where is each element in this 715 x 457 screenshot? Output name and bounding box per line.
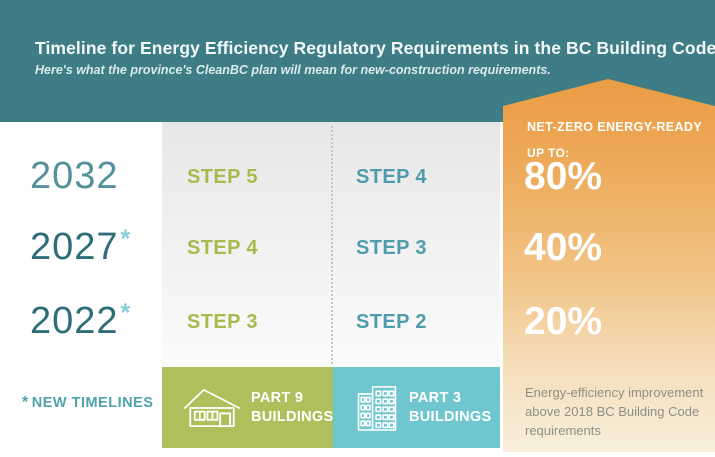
steps-panel: [162, 122, 500, 367]
net-zero-percent-80: 80%: [524, 155, 603, 198]
year-label-2022: 2022*: [30, 299, 132, 342]
part9-step-label: STEP 5: [187, 166, 258, 188]
dotted-divider: [331, 126, 333, 364]
part3-step-label: STEP 2: [356, 311, 427, 333]
up-to-label: UP TO:: [527, 146, 570, 160]
part9-legend: PART 9 BUILDINGS: [162, 367, 333, 448]
year-label-2032: 2032: [30, 157, 121, 195]
part3-label-line1: PART 3: [409, 389, 462, 406]
net-zero-percent-20: 20%: [524, 300, 603, 343]
apartment-building-icon: [357, 385, 397, 431]
new-timelines-footnote: * NEW TIMELINES: [22, 394, 153, 412]
year-text: 2027: [30, 226, 119, 268]
house-icon: [183, 388, 241, 427]
net-zero-arrow: [503, 79, 715, 452]
page-title: Timeline for Energy Efficiency Regulator…: [35, 38, 715, 58]
net-zero-heading: NET-ZERO ENERGY-READY: [527, 120, 703, 134]
year-text: 2022: [30, 300, 119, 342]
part9-step-label: STEP 4: [187, 237, 258, 259]
part9-label-line2: BUILDINGS: [251, 408, 334, 425]
part3-label: PART 3 BUILDINGS: [409, 389, 491, 427]
part9-label-line1: PART 9: [251, 389, 304, 406]
header-band: Timeline for Energy Efficiency Regulator…: [0, 0, 715, 122]
footnote-asterisk: *: [22, 394, 29, 411]
year-text: 2032: [30, 155, 119, 197]
part3-step-label: STEP 4: [356, 166, 427, 188]
part3-legend: PART 3 BUILDINGS: [333, 367, 500, 448]
page-subtitle: Here's what the province's CleanBC plan …: [35, 63, 551, 77]
net-zero-percent-40: 40%: [524, 226, 603, 269]
improvement-caption: Energy-efficiency improvement above 2018…: [525, 385, 704, 438]
footnote-text: NEW TIMELINES: [31, 395, 154, 411]
part9-label: PART 9 BUILDINGS: [251, 389, 333, 427]
year-label-2027: 2027*: [30, 225, 132, 268]
part3-label-line2: BUILDINGS: [409, 408, 492, 425]
new-timeline-asterisk: *: [120, 299, 132, 327]
part3-step-label: STEP 3: [356, 237, 427, 259]
new-timeline-asterisk: *: [120, 225, 132, 253]
part9-step-label: STEP 3: [187, 311, 258, 333]
